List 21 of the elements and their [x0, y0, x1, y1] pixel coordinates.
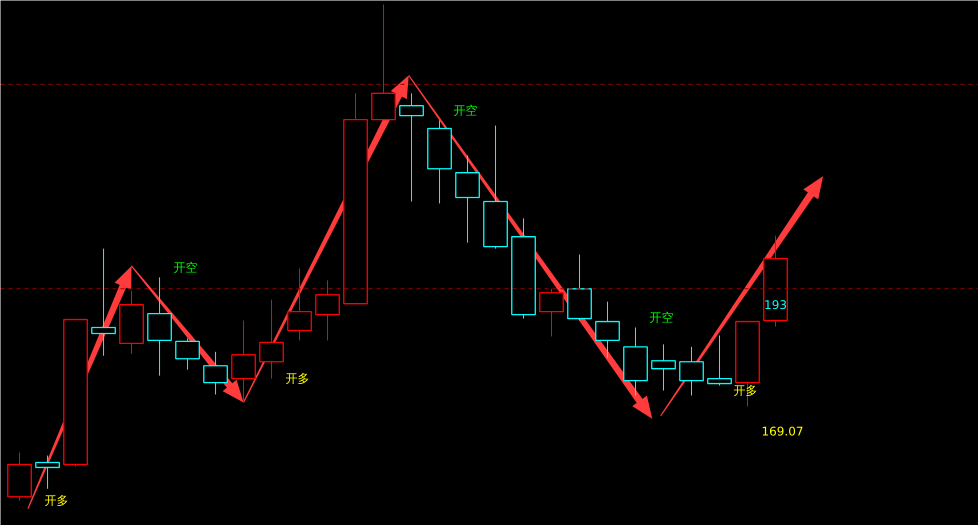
annotation: 开多: [286, 372, 310, 386]
candlestick: [35, 455, 60, 490]
candlestick: [259, 299, 284, 380]
annotation: 193: [764, 298, 787, 312]
annotation: 开空: [650, 310, 674, 325]
annotation: 开空: [174, 260, 198, 274]
candlestick: [315, 280, 340, 341]
annotation: 开空: [454, 104, 478, 118]
annotation: 开多: [44, 494, 69, 508]
candlestick: [539, 288, 564, 337]
annotation: 169.07: [762, 424, 804, 439]
candlestick: [679, 346, 704, 396]
candlestick: [287, 268, 312, 341]
candlestick: [595, 301, 620, 358]
candlestick: [651, 344, 676, 392]
candlestick: [91, 248, 116, 356]
candlestick: [399, 92, 424, 202]
candlestick: [231, 320, 256, 403]
candlestick: [203, 351, 228, 395]
candlestick: [707, 334, 732, 386]
candlestick: [175, 338, 200, 370]
